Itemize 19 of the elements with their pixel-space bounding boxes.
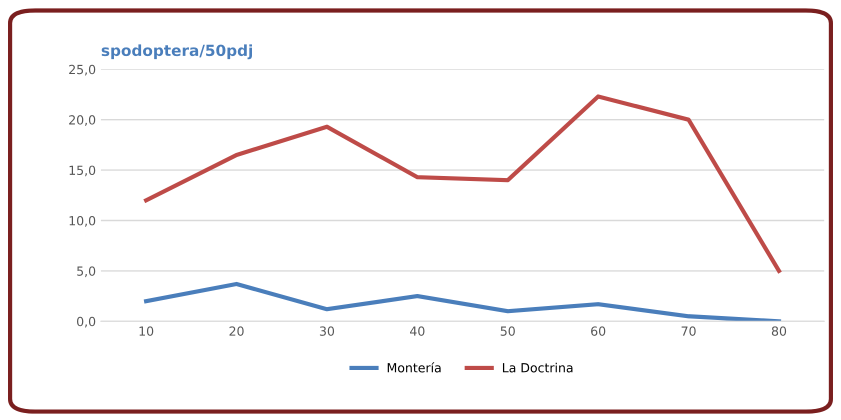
x-tick-label: 50 [500, 326, 515, 336]
x-tick-label: 20 [229, 326, 244, 336]
x-tick-label: 30 [320, 326, 334, 336]
x-tick-label: 80 [772, 326, 786, 336]
legend-label: La Doctrina [502, 362, 572, 372]
legend-label: Montería [388, 362, 441, 372]
y-tick-label: 5,0 [77, 266, 96, 278]
x-tick-label: 40 [410, 326, 424, 336]
line-series [144, 282, 782, 322]
line-series [144, 94, 782, 273]
y-tick-label: 0,0 [77, 316, 96, 328]
chart-title: spodoptera/50pdj [102, 44, 252, 60]
x-tick-label: 10 [140, 326, 154, 336]
x-tick-label: 60 [591, 326, 606, 336]
y-tick-label: 10,0 [70, 216, 96, 227]
y-tick-label: 20,0 [69, 115, 96, 126]
y-tick-label: 15,0 [70, 166, 96, 176]
y-tick-label: 25,0 [69, 64, 96, 76]
x-tick-label: 70 [682, 326, 696, 336]
